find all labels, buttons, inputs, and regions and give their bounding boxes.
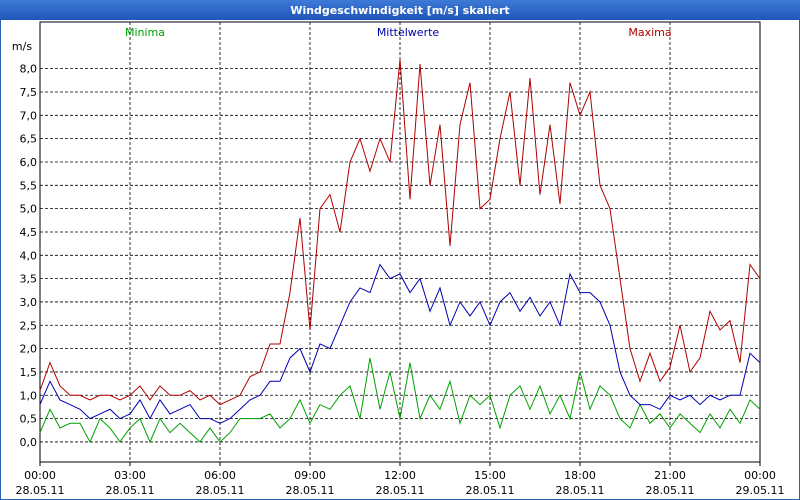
- x-tick-label-line: 09:00: [294, 469, 326, 482]
- series-line: [39, 263, 761, 424]
- title-bar: [0, 0, 800, 20]
- y-tick-label: 6,5: [20, 133, 38, 146]
- x-tick-label-line: 29.05.11: [736, 484, 785, 497]
- x-tick-label-line: 15:00: [474, 469, 506, 482]
- x-tick-label-line: 12:00: [384, 469, 416, 482]
- x-tick-label-line: 28.05.11: [376, 484, 425, 497]
- y-tick-label: 3,5: [20, 273, 38, 286]
- x-tick-label: 21:00 28.05.11: [646, 469, 695, 497]
- legend-entry: Mittelwerte: [377, 26, 440, 39]
- x-tick-label-line: 06:00: [204, 469, 236, 482]
- x-tick-label: 06:00 28.05.11: [196, 469, 245, 497]
- x-tick-label: 18:00 28.05.11: [556, 469, 605, 497]
- y-tick-label: 1,0: [20, 389, 38, 402]
- y-tick-label: 0,5: [20, 413, 38, 426]
- x-tick-label: 15:00 28.05.11: [466, 469, 515, 497]
- x-tick-label-line: 28.05.11: [556, 484, 605, 497]
- x-tick-label-line: 28.05.11: [286, 484, 335, 497]
- x-tick-label-line: 28.05.11: [466, 484, 515, 497]
- x-tick-label: 00:00 29.05.11: [736, 469, 785, 497]
- x-tick-label-line: 21:00: [654, 469, 686, 482]
- y-tick-label: 4,0: [20, 249, 38, 262]
- x-tick-label-line: 18:00: [564, 469, 596, 482]
- y-tick-label: 3,0: [20, 296, 38, 309]
- plot: 0,0 0,5 1,0 1,5 2,0 2,5 3,0 3,5 4,0 4,5 5,0 5,5 6,0 6…: [16, 21, 785, 497]
- y-tick-label: 5,5: [20, 179, 38, 192]
- y-tick-label: 5,0: [20, 203, 38, 216]
- y-tick-label: 7,5: [20, 86, 38, 99]
- y-tick-label: 4,5: [20, 226, 38, 239]
- x-tick-label-line: 00:00: [744, 469, 776, 482]
- x-tick-label: 12:00 28.05.11: [376, 469, 425, 497]
- chart-title: Windgeschwindigkeit [m/s] skaliert: [290, 4, 509, 17]
- y-tick-label: 2,5: [20, 319, 38, 332]
- y-tick-label: 1,5: [20, 366, 38, 379]
- y-tick-label: 2,0: [20, 343, 38, 356]
- y-tick-label: 0,0: [20, 436, 38, 449]
- x-tick-label-line: 00:00: [24, 469, 56, 482]
- x-tick-label: 00:00 28.05.11: [16, 469, 65, 497]
- x-tick-label-line: 28.05.11: [106, 484, 155, 497]
- y-tick-label: 7,0: [20, 109, 38, 122]
- x-tick-label-line: 28.05.11: [646, 484, 695, 497]
- x-tick-label-line: 03:00: [114, 469, 146, 482]
- legend-entry: Minima: [125, 26, 165, 39]
- series-line: [39, 59, 761, 406]
- y-tick-label: 8,0: [20, 63, 38, 76]
- legend-entry: Maxima: [628, 26, 671, 39]
- x-tick-label: 03:00 28.05.11: [106, 469, 155, 497]
- y-axis-label: m/s: [12, 40, 32, 53]
- x-tick-label-line: 28.05.11: [16, 484, 65, 497]
- x-tick-label-line: 28.05.11: [196, 484, 245, 497]
- y-tick-label: 6,0: [20, 156, 38, 169]
- x-tick-label: 09:00 28.05.11: [286, 469, 335, 497]
